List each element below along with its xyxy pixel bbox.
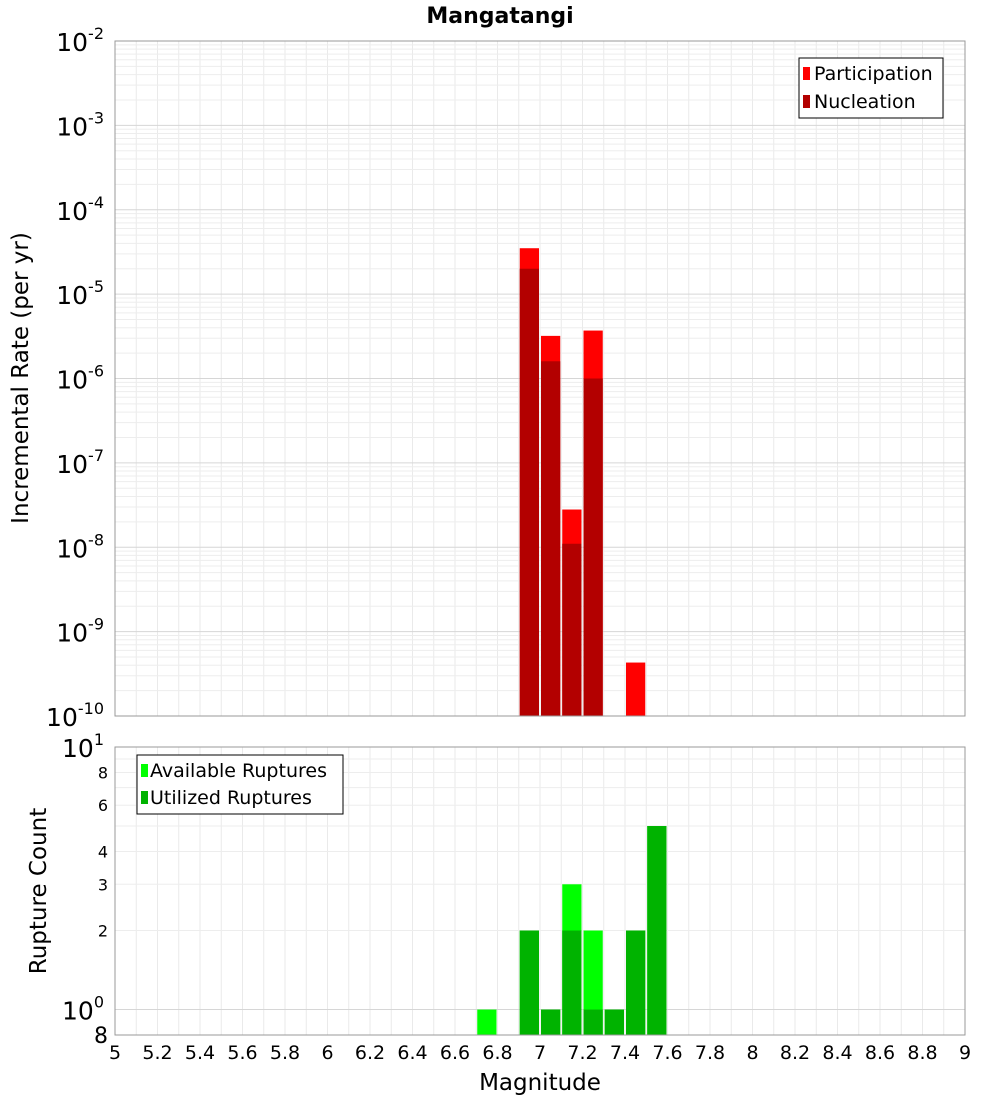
participation-bar: [626, 662, 646, 716]
utilized-bar: [604, 1009, 624, 1035]
participation-legend-label: Participation: [814, 63, 933, 85]
x-tick-label: 5: [109, 1042, 121, 1064]
count-y-axis-label: Rupture Count: [26, 808, 52, 974]
utilized-bar: [647, 826, 667, 1035]
rate-y-ticks: 10-10 10-9 10-8 10-7 10-6 10-5 10-4 10-3 10-2: [46, 24, 104, 732]
count-y-tick-label: 4: [98, 842, 108, 861]
utilized-legend-swatch: [141, 791, 148, 804]
utilized-bar: [583, 1009, 603, 1035]
rate-y-tick-label: 10-6: [56, 362, 104, 395]
count-y-tick-label: 8: [94, 1024, 108, 1049]
utilized-bar: [562, 930, 582, 1035]
count-y-tick-label: 6: [98, 796, 108, 815]
rate-y-tick-label: 10-8: [56, 530, 104, 563]
x-tick-label: 6.8: [482, 1042, 512, 1064]
rate-y-axis-label: Incremental Rate (per yr): [8, 232, 34, 524]
x-tick-label: 8.2: [780, 1042, 810, 1064]
nucleation-bar: [541, 361, 561, 716]
nucleation-legend-label: Nucleation: [814, 91, 916, 113]
count-legend-box: [136, 754, 344, 815]
participation-legend-swatch: [803, 67, 810, 80]
rate-y-tick-label: 10-10: [46, 699, 104, 732]
x-tick-label: 5.2: [142, 1042, 172, 1064]
rate-bars: [519, 248, 646, 717]
x-tick-label: 8: [746, 1042, 758, 1064]
utilized-legend-label: Utilized Ruptures: [150, 787, 312, 809]
x-tick-label: 7: [534, 1042, 546, 1064]
rate-y-tick-label: 10-4: [56, 193, 104, 226]
count-grid: [114, 747, 966, 1035]
rate-plot-border: [114, 40, 966, 717]
rate-legend: Participation Nucleation: [798, 57, 944, 119]
rate-y-tick-label: 10-5: [56, 277, 104, 310]
rate-y-tick-label: 10-3: [56, 108, 104, 141]
count-y-tick-label: 101: [62, 730, 104, 763]
nucleation-legend-swatch: [803, 95, 810, 108]
nucleation-bar: [519, 268, 539, 716]
count-bars: [477, 826, 667, 1035]
rate-panel: 10-10 10-9 10-8 10-7 10-6 10-5 10-4 10-3 10-2 In…: [8, 24, 966, 732]
rate-y-tick-label: 10-9: [56, 615, 104, 648]
count-y-tick-label: 8: [98, 763, 108, 782]
x-tick-label: 5.6: [227, 1042, 257, 1064]
x-tick-label: 6.6: [440, 1042, 470, 1064]
nucleation-bar: [583, 378, 603, 716]
x-tick-label: 6: [321, 1042, 333, 1064]
x-tick-label: 5.8: [270, 1042, 300, 1064]
count-plot-border: [114, 746, 966, 1036]
count-y-tick-label: 2: [98, 922, 108, 941]
x-tick-label: 6.4: [397, 1042, 427, 1064]
rate-y-tick-label: 10-2: [56, 24, 104, 57]
available-legend-swatch: [141, 764, 148, 777]
count-legend: Available Ruptures Utilized Ruptures: [136, 754, 344, 815]
x-tick-label: 7.2: [567, 1042, 597, 1064]
utilized-bar: [519, 930, 539, 1035]
available-bar: [583, 930, 603, 1035]
rate-legend-box: [798, 57, 944, 119]
x-tick-label: 7.8: [695, 1042, 725, 1064]
x-tick-label: 8.8: [907, 1042, 937, 1064]
count-y-tick-label: 3: [98, 875, 108, 894]
x-tick-label: 7.6: [652, 1042, 682, 1064]
rate-y-tick-label: 10-7: [56, 446, 104, 479]
x-tick-label: 8.4: [822, 1042, 852, 1064]
x-tick-label: 5.4: [185, 1042, 215, 1064]
nucleation-bar: [562, 543, 582, 716]
available-legend-label: Available Ruptures: [150, 760, 327, 782]
chart-title: Mangatangi: [426, 4, 573, 29]
x-ticks: 5 5.2 5.4 5.6 5.8 6 6.2 6.4 6.6 6.8 7 7.2 7.4 7.6 7.8 8…: [109, 1042, 971, 1064]
x-axis-label: Magnitude: [479, 1070, 601, 1096]
rate-grid: [114, 41, 966, 717]
x-tick-label: 8.6: [865, 1042, 895, 1064]
utilized-bar: [541, 1009, 561, 1035]
available-bar: [477, 1009, 497, 1035]
x-tick-label: 7.4: [610, 1042, 640, 1064]
x-tick-label: 6.2: [355, 1042, 385, 1064]
count-y-tick-label: 100: [62, 993, 104, 1026]
utilized-bar: [626, 930, 646, 1035]
x-tick-label: 9: [959, 1042, 971, 1064]
